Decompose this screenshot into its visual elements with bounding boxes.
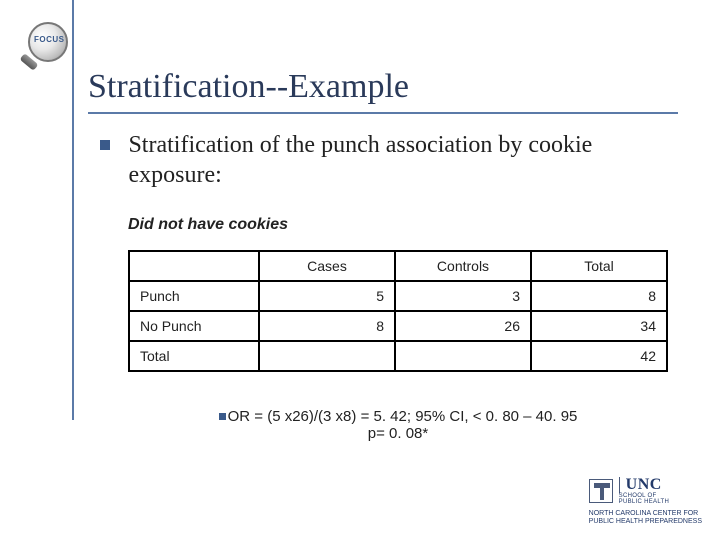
unc-school-line1: SCHOOL OF <box>619 493 669 500</box>
table-row: Punch 5 3 8 <box>129 281 667 311</box>
table-row: Total 42 <box>129 341 667 371</box>
bullet-square-icon <box>219 413 226 420</box>
cell-controls: 3 <box>395 281 531 311</box>
unc-footer-logo: UNC SCHOOL OF PUBLIC HEALTH NORTH CAROLI… <box>589 477 702 526</box>
unc-wordmark: UNC <box>619 477 669 493</box>
bullet-square-icon <box>100 140 110 150</box>
footer-center-line1: NORTH CAROLINA CENTER FOR <box>589 510 702 518</box>
footer-center-line2: PUBLIC HEALTH PREPAREDNESS <box>589 518 702 526</box>
header-cases: Cases <box>259 251 395 281</box>
cell-controls: 26 <box>395 311 531 341</box>
cell-total: 34 <box>531 311 667 341</box>
focus-logo-text: FOCUS <box>34 35 65 44</box>
cell-controls <box>395 341 531 371</box>
stratification-table: Cases Controls Total Punch 5 3 8 No Punc… <box>128 250 668 372</box>
row-label: Punch <box>129 281 259 311</box>
row-label: Total <box>129 341 259 371</box>
unc-school-line2: PUBLIC HEALTH <box>619 499 669 506</box>
row-label: No Punch <box>129 311 259 341</box>
or-line1: OR = (5 x26)/(3 x8) = 5. 42; 95% CI, < 0… <box>228 408 578 425</box>
cell-total: 8 <box>531 281 667 311</box>
old-well-icon <box>589 479 613 503</box>
cell-total: 42 <box>531 341 667 371</box>
table-row: No Punch 8 26 34 <box>129 311 667 341</box>
or-line2: p= 0. 08* <box>368 425 428 442</box>
bullet-text: Stratification of the punch association … <box>128 130 658 190</box>
header-total: Total <box>531 251 667 281</box>
slide-title: Stratification--Example <box>88 68 409 106</box>
main-bullet: Stratification of the punch association … <box>100 130 670 190</box>
cell-cases: 5 <box>259 281 395 311</box>
title-underline <box>88 112 678 114</box>
cell-cases <box>259 341 395 371</box>
table-header-row: Cases Controls Total <box>129 251 667 281</box>
focus-logo: FOCUS <box>20 20 80 68</box>
table-subheading: Did not have cookies <box>128 216 288 234</box>
header-controls: Controls <box>395 251 531 281</box>
odds-ratio-text: OR = (5 x26)/(3 x8) = 5. 42; 95% CI, < 0… <box>128 408 668 442</box>
header-blank <box>129 251 259 281</box>
cell-cases: 8 <box>259 311 395 341</box>
